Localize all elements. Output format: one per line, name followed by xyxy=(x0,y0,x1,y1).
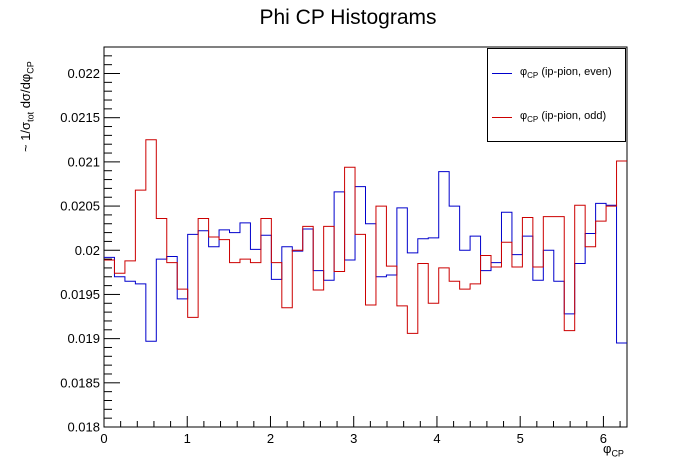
chart-title: Phi CP Histograms xyxy=(259,6,437,29)
legend: φCP (ip-pion, even) φCP (ip-pion, odd) xyxy=(487,48,626,142)
y-tick-label: 0.019 xyxy=(67,331,100,346)
legend-swatch-even xyxy=(492,72,512,74)
legend-label-even: φCP (ip-pion, even) xyxy=(520,65,612,81)
x-tick-label: 3 xyxy=(350,431,357,446)
y-tick-label: 0.0205 xyxy=(60,199,100,214)
y-axis-label: ~ 1/σtot dσ/dφCP xyxy=(18,61,36,152)
y-tick-label: 0.018 xyxy=(67,420,100,435)
y-tick-label: 0.022 xyxy=(67,66,100,81)
series-line-odd xyxy=(104,139,627,334)
y-tick-label: 0.02 xyxy=(75,243,100,258)
y-tick-label: 0.0185 xyxy=(60,375,100,390)
x-tick-label: 2 xyxy=(267,431,274,446)
x-tick-label: 6 xyxy=(600,431,607,446)
y-tick-label: 0.021 xyxy=(67,154,100,169)
plot-frame xyxy=(103,46,628,428)
x-tick-label: 1 xyxy=(184,431,191,446)
series-line-even xyxy=(104,171,627,344)
legend-label-odd: φCP (ip-pion, odd) xyxy=(520,109,607,125)
y-tick-label: 0.0215 xyxy=(60,110,100,125)
x-tick-label: 0 xyxy=(100,431,107,446)
legend-entry-odd: φCP (ip-pion, odd) xyxy=(492,107,606,127)
x-tick-label: 5 xyxy=(517,431,524,446)
x-tick-label: 4 xyxy=(433,431,440,446)
x-axis-label: φCP xyxy=(603,441,624,459)
y-tick-label: 0.0195 xyxy=(60,287,100,302)
legend-swatch-odd xyxy=(492,116,512,118)
legend-entry-even: φCP (ip-pion, even) xyxy=(492,63,612,83)
